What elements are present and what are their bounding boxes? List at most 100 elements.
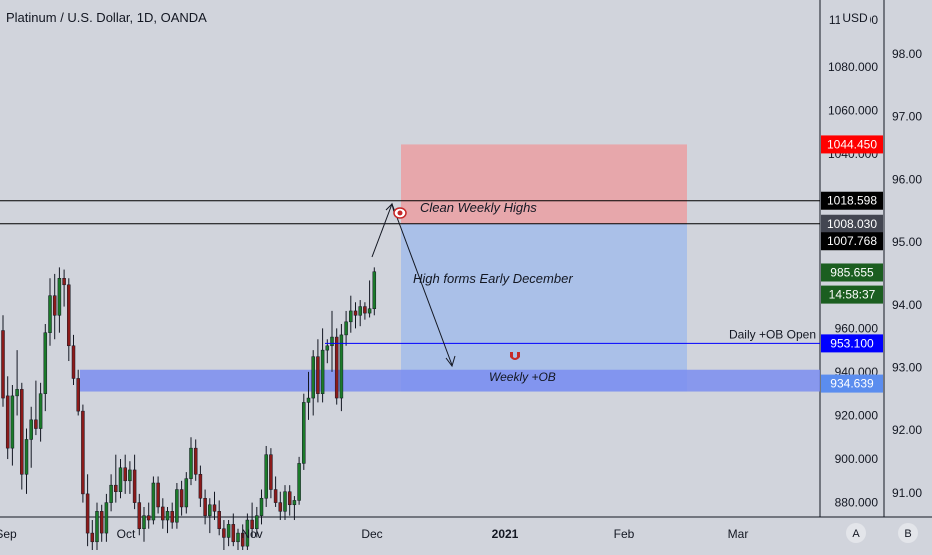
candle	[334, 336, 339, 399]
candle	[1, 330, 5, 399]
candle	[212, 504, 217, 512]
annotation-clean-weekly-highs: Clean Weekly Highs	[420, 200, 537, 215]
candle	[175, 489, 179, 523]
candle	[325, 345, 330, 351]
candle	[353, 310, 358, 316]
candle	[245, 519, 250, 547]
secondary-tick-label: 92.00	[892, 423, 922, 437]
candle	[156, 482, 160, 508]
secondary-tick-label: 94.00	[892, 298, 922, 312]
candle	[240, 532, 245, 547]
candle	[165, 511, 170, 521]
secondary-tick-label: 95.00	[892, 235, 922, 249]
candle	[367, 308, 372, 314]
price-tick-label: 880.000	[835, 496, 879, 510]
price-tick-label: 1080.000	[828, 60, 878, 74]
candle	[339, 334, 344, 399]
candle	[226, 524, 231, 538]
log-scale-button[interactable]	[898, 523, 918, 543]
candle	[137, 502, 142, 529]
candle	[29, 419, 33, 440]
candle	[142, 515, 146, 529]
candle	[330, 336, 334, 347]
time-tick-label: 2021	[492, 527, 519, 541]
price-tag-label: 985.655	[830, 265, 874, 279]
candle	[85, 493, 90, 534]
candle	[146, 515, 151, 521]
candle	[203, 497, 207, 516]
price-tag	[821, 263, 883, 282]
price-tick-label: 960.000	[835, 321, 879, 335]
candle	[320, 349, 325, 394]
secondary-tick-label: 97.00	[892, 110, 922, 124]
candle	[48, 295, 52, 333]
auto-scale-button[interactable]	[846, 523, 866, 543]
currency-label[interactable]: USD	[842, 11, 868, 25]
candle	[189, 447, 193, 479]
candle	[198, 474, 203, 499]
annotation-weekly-ob: Weekly +OB	[489, 370, 556, 384]
candle	[231, 524, 236, 543]
candle	[297, 463, 301, 501]
candle	[128, 469, 132, 482]
price-tag-label: 953.100	[830, 336, 874, 350]
candle	[109, 484, 113, 503]
candle	[76, 378, 80, 412]
time-tick-label: Oct	[117, 527, 136, 541]
candle	[269, 454, 273, 490]
time-tick-label: Sep	[0, 527, 17, 541]
candle	[161, 506, 165, 521]
candle	[363, 306, 367, 314]
candle	[57, 278, 62, 316]
time-tick-label: Dec	[361, 527, 382, 541]
candle	[34, 419, 38, 429]
candle	[278, 502, 283, 512]
candle	[264, 454, 268, 499]
candle	[24, 439, 29, 475]
candle	[344, 321, 348, 336]
daily-ob-open-label: Daily +OB Open	[729, 327, 816, 341]
price-tag-label: 934.639	[830, 377, 874, 391]
price-tick-label: 1060.000	[828, 104, 878, 118]
magnet-icon	[510, 352, 520, 360]
candle	[222, 528, 226, 538]
candle	[259, 497, 264, 516]
candle	[43, 332, 48, 394]
price-tag-label: 14:58:37	[829, 288, 876, 302]
candle	[236, 532, 240, 543]
auto-scale-icon: A	[852, 528, 860, 540]
arrow-up-head	[385, 203, 395, 213]
candle	[193, 447, 198, 475]
time-axis-background	[0, 517, 820, 550]
candle	[184, 478, 189, 508]
secondary-tick-label: 93.00	[892, 361, 922, 375]
candle	[179, 489, 184, 508]
secondary-axis-background	[884, 0, 932, 550]
candle	[10, 395, 15, 449]
candle	[255, 515, 259, 529]
price-tag-label: 1018.598	[827, 194, 877, 208]
price-tag	[821, 285, 883, 304]
candle	[292, 500, 297, 506]
price-tag	[821, 191, 883, 210]
price-tick-label: 920.000	[835, 408, 879, 422]
candle	[15, 389, 19, 397]
log-scale-icon: B	[904, 528, 911, 540]
price-tag-label: 1044.450	[827, 137, 877, 151]
time-tick-label: Mar	[728, 527, 749, 541]
secondary-tick-label: 96.00	[892, 172, 922, 186]
candle	[208, 504, 212, 516]
secondary-tick-label: 98.00	[892, 47, 922, 61]
candle	[273, 489, 278, 503]
candle	[114, 484, 118, 492]
candle	[306, 397, 311, 403]
candle	[118, 467, 123, 492]
candle	[217, 511, 221, 529]
candle	[123, 467, 127, 482]
candle	[62, 278, 66, 286]
candle	[5, 395, 10, 449]
chart-title: Platinum / U.S. Dollar, 1D, OANDA	[6, 10, 207, 25]
candle	[349, 310, 353, 323]
